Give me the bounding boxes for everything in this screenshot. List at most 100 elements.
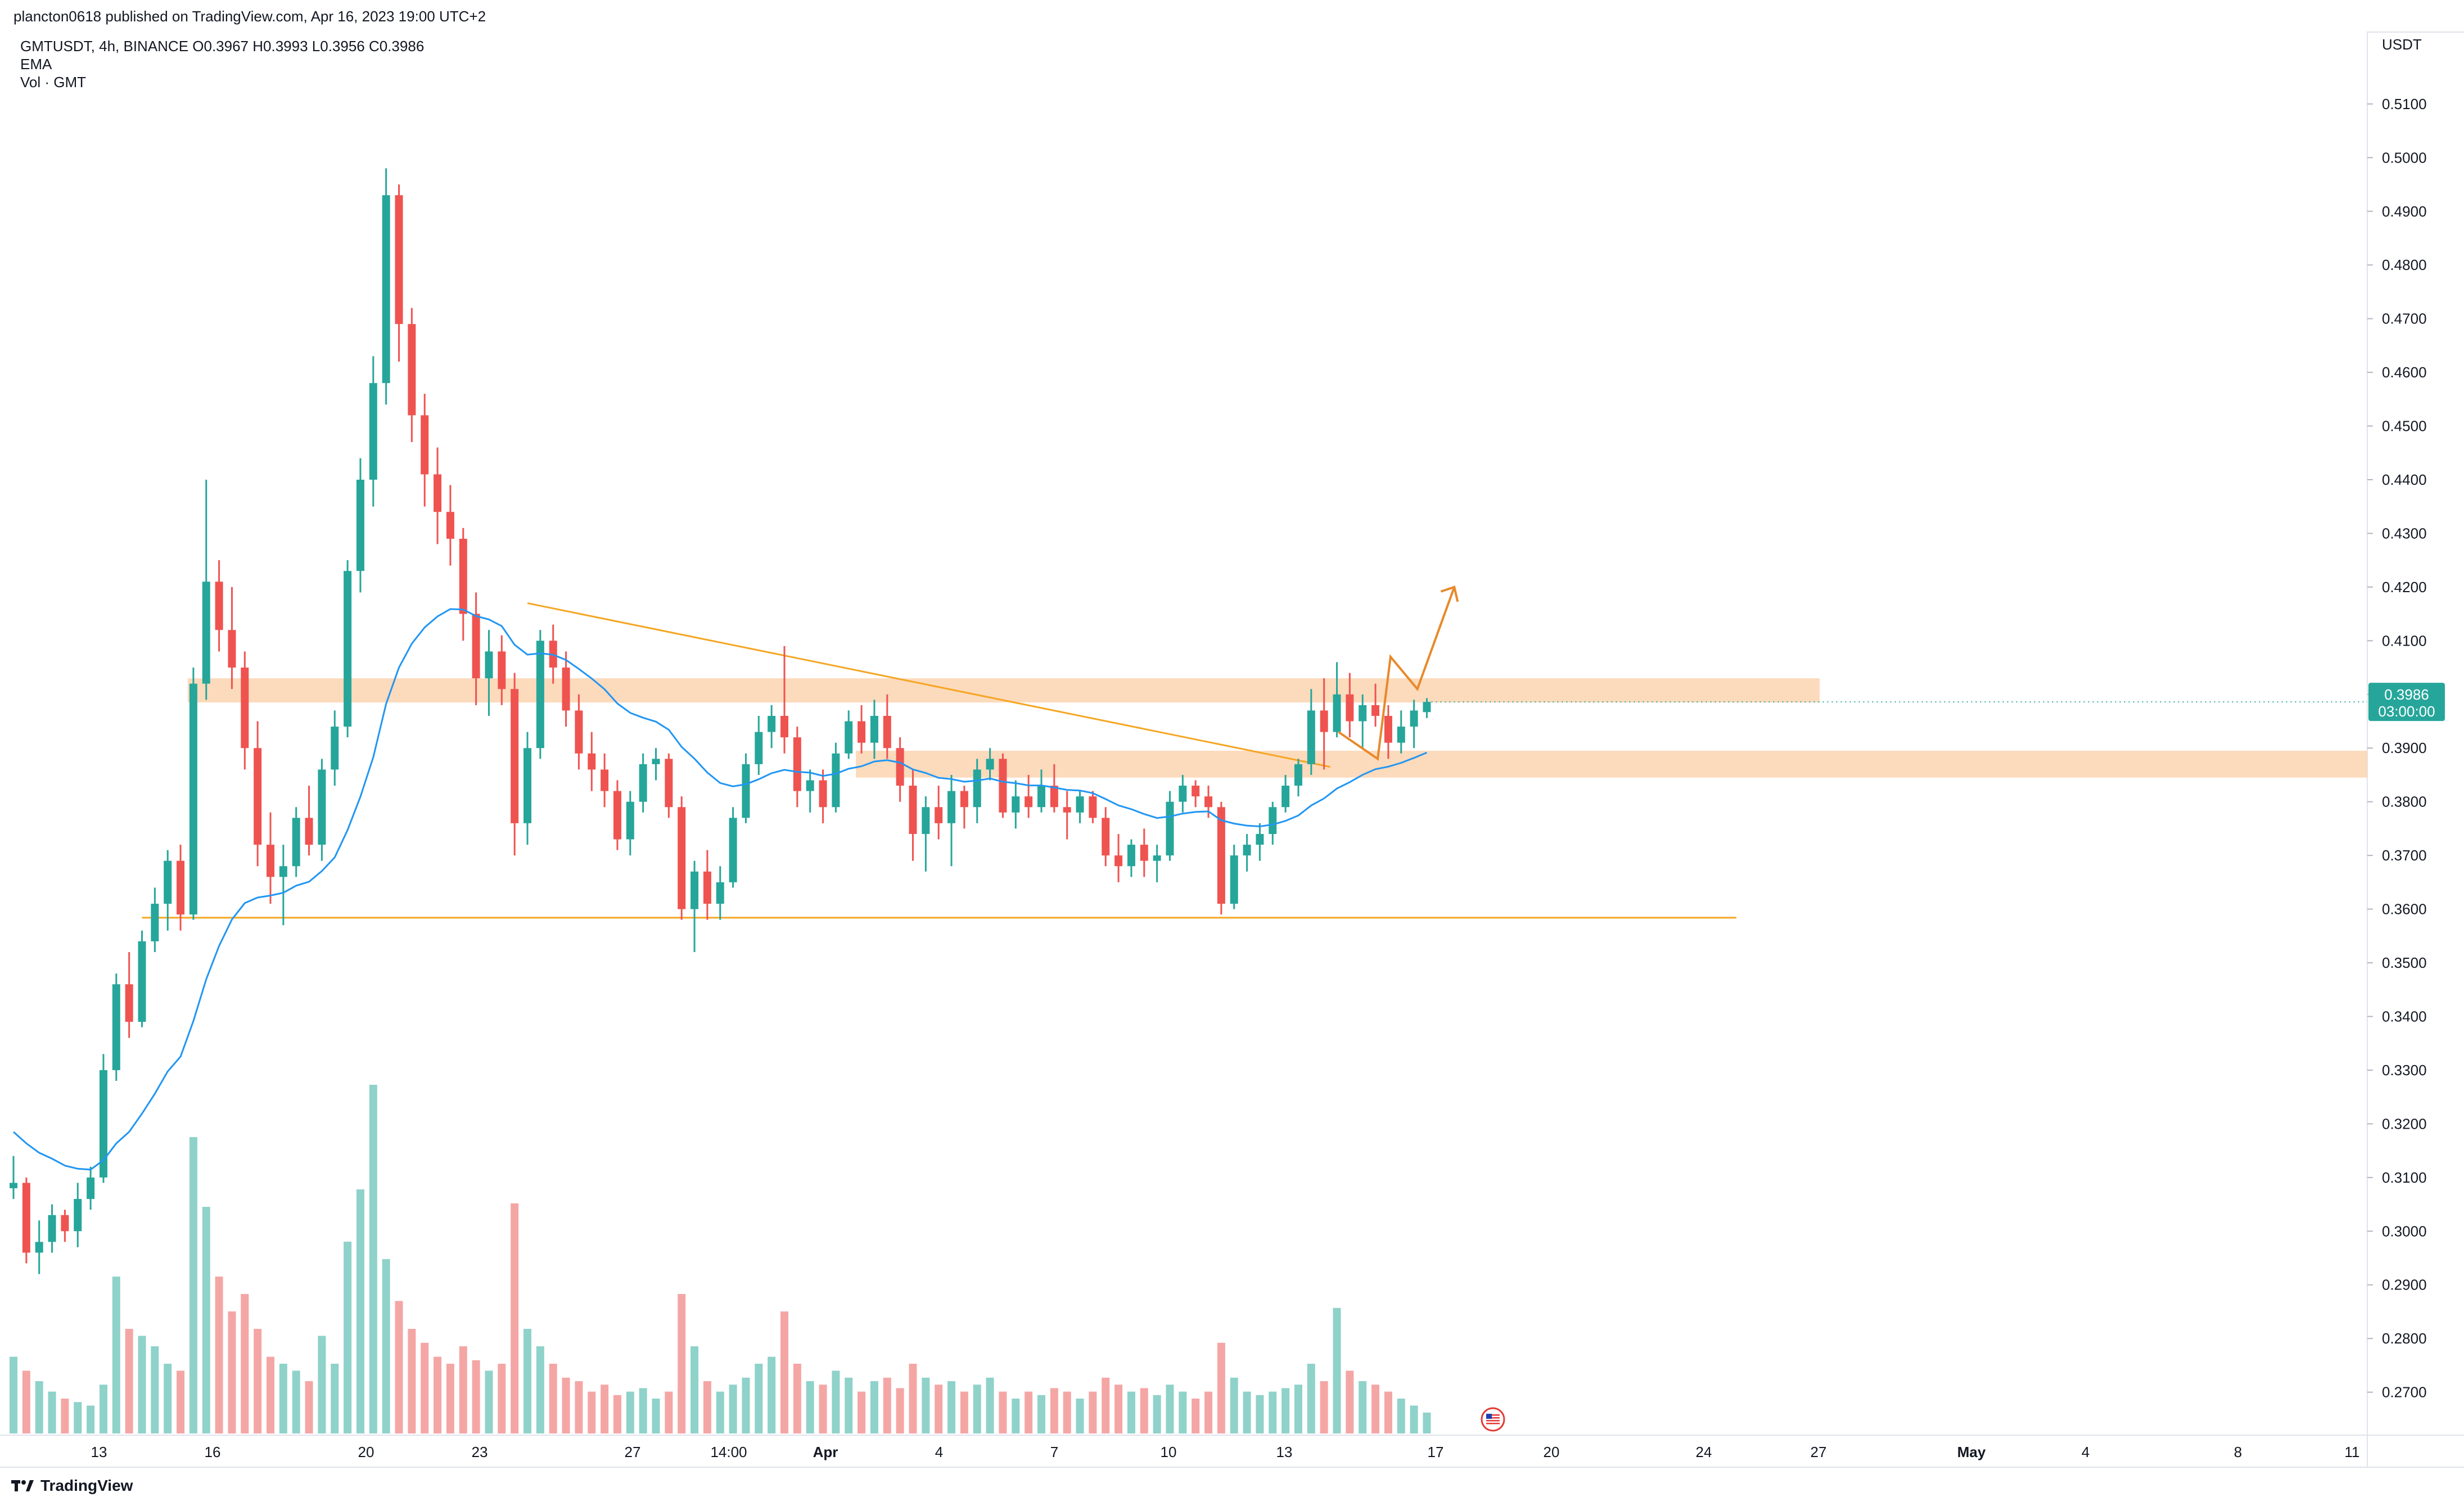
candle[interactable] — [716, 866, 724, 920]
candle[interactable] — [806, 769, 814, 813]
candle[interactable] — [947, 774, 956, 867]
candle[interactable] — [845, 710, 853, 759]
candle[interactable] — [434, 447, 442, 544]
candle[interactable] — [678, 796, 686, 920]
candle[interactable] — [909, 769, 917, 861]
candle[interactable] — [1397, 710, 1405, 754]
candle[interactable] — [935, 786, 943, 840]
candle[interactable] — [524, 732, 531, 845]
candle[interactable] — [1281, 774, 1290, 813]
candle[interactable] — [1089, 791, 1097, 823]
candle[interactable] — [1063, 791, 1071, 840]
candle[interactable] — [1114, 833, 1123, 882]
candle[interactable] — [344, 560, 352, 738]
candle[interactable] — [742, 753, 750, 823]
candle[interactable] — [331, 710, 339, 786]
candle[interactable] — [1153, 845, 1161, 882]
candle[interactable] — [1359, 694, 1367, 749]
candle[interactable] — [1192, 780, 1200, 808]
candle[interactable] — [215, 560, 223, 652]
candle[interactable] — [819, 769, 827, 823]
candle[interactable] — [511, 673, 519, 856]
candle[interactable] — [1243, 833, 1251, 872]
candle[interactable] — [1166, 791, 1174, 861]
candle[interactable] — [1333, 662, 1341, 738]
candle[interactable] — [1037, 769, 1045, 813]
support-zone[interactable] — [856, 751, 2367, 778]
candle[interactable] — [613, 780, 621, 850]
ema-line[interactable] — [12, 608, 1428, 1171]
candle[interactable] — [10, 1156, 17, 1200]
candle[interactable] — [446, 485, 454, 566]
candle[interactable] — [832, 742, 840, 813]
candle[interactable] — [703, 850, 711, 920]
candle[interactable] — [729, 807, 737, 888]
chart-pane[interactable] — [0, 31, 2367, 1435]
candle[interactable] — [202, 480, 210, 700]
tradingview-logo[interactable]: TradingView — [11, 1477, 133, 1495]
candle[interactable] — [189, 668, 197, 920]
candle[interactable] — [408, 308, 416, 443]
candle[interactable] — [601, 753, 609, 808]
candle[interactable] — [1025, 774, 1033, 818]
candle[interactable] — [22, 1177, 30, 1264]
candle[interactable] — [472, 592, 480, 705]
candle[interactable] — [999, 753, 1007, 818]
candle[interactable] — [48, 1204, 56, 1253]
candle[interactable] — [241, 651, 249, 770]
candle[interactable] — [1127, 839, 1135, 877]
symbol-ohlc-line[interactable]: GMTUSDT, 4h, BINANCE O0.3967 H0.3993 L0.… — [20, 38, 425, 55]
candle[interactable] — [691, 860, 699, 952]
candle[interactable] — [575, 694, 583, 770]
candle[interactable] — [35, 1220, 43, 1274]
candle[interactable] — [1346, 673, 1354, 738]
ema-legend[interactable]: EMA — [20, 56, 52, 73]
candle[interactable] — [87, 1166, 95, 1210]
candle[interactable] — [99, 1054, 107, 1183]
candle[interactable] — [228, 587, 236, 689]
candle[interactable] — [1076, 791, 1084, 823]
candle[interactable] — [1102, 807, 1110, 867]
candle[interactable] — [1012, 780, 1020, 829]
candle[interactable] — [356, 458, 364, 593]
candle[interactable] — [639, 753, 647, 813]
projection-path[interactable] — [1338, 587, 1456, 761]
candle[interactable] — [138, 930, 146, 1027]
candle[interactable] — [369, 356, 377, 507]
candle[interactable] — [279, 845, 287, 926]
candle[interactable] — [164, 850, 172, 931]
candle[interactable] — [292, 807, 300, 877]
candle[interactable] — [1307, 689, 1315, 775]
candle[interactable] — [665, 753, 673, 818]
candle[interactable] — [318, 759, 326, 861]
candle[interactable] — [1410, 700, 1418, 749]
candle[interactable] — [780, 646, 788, 754]
candle[interactable] — [485, 630, 493, 716]
us-flag-event-icon[interactable] — [1481, 1407, 1505, 1432]
candle[interactable] — [421, 394, 429, 507]
candle[interactable] — [498, 635, 506, 705]
candle[interactable] — [1179, 774, 1187, 813]
candle[interactable] — [652, 748, 660, 781]
candle[interactable] — [922, 796, 930, 872]
candle[interactable] — [1256, 823, 1264, 861]
candle[interactable] — [1320, 678, 1328, 770]
candle[interactable] — [151, 887, 159, 952]
candle[interactable] — [793, 727, 801, 808]
candle[interactable] — [254, 721, 262, 867]
candle[interactable] — [883, 694, 891, 759]
candle[interactable] — [858, 705, 866, 754]
volume-legend[interactable]: Vol · GMT — [20, 74, 87, 91]
candle[interactable] — [61, 1210, 69, 1242]
candle[interactable] — [986, 748, 994, 781]
candle[interactable] — [960, 786, 968, 829]
candle[interactable] — [536, 630, 544, 759]
candle[interactable] — [125, 952, 133, 1038]
candle[interactable] — [1294, 759, 1302, 797]
candle[interactable] — [588, 732, 596, 791]
candle[interactable] — [973, 759, 981, 823]
candle[interactable] — [74, 1183, 82, 1247]
candle[interactable] — [459, 527, 467, 641]
candle[interactable] — [267, 812, 274, 904]
